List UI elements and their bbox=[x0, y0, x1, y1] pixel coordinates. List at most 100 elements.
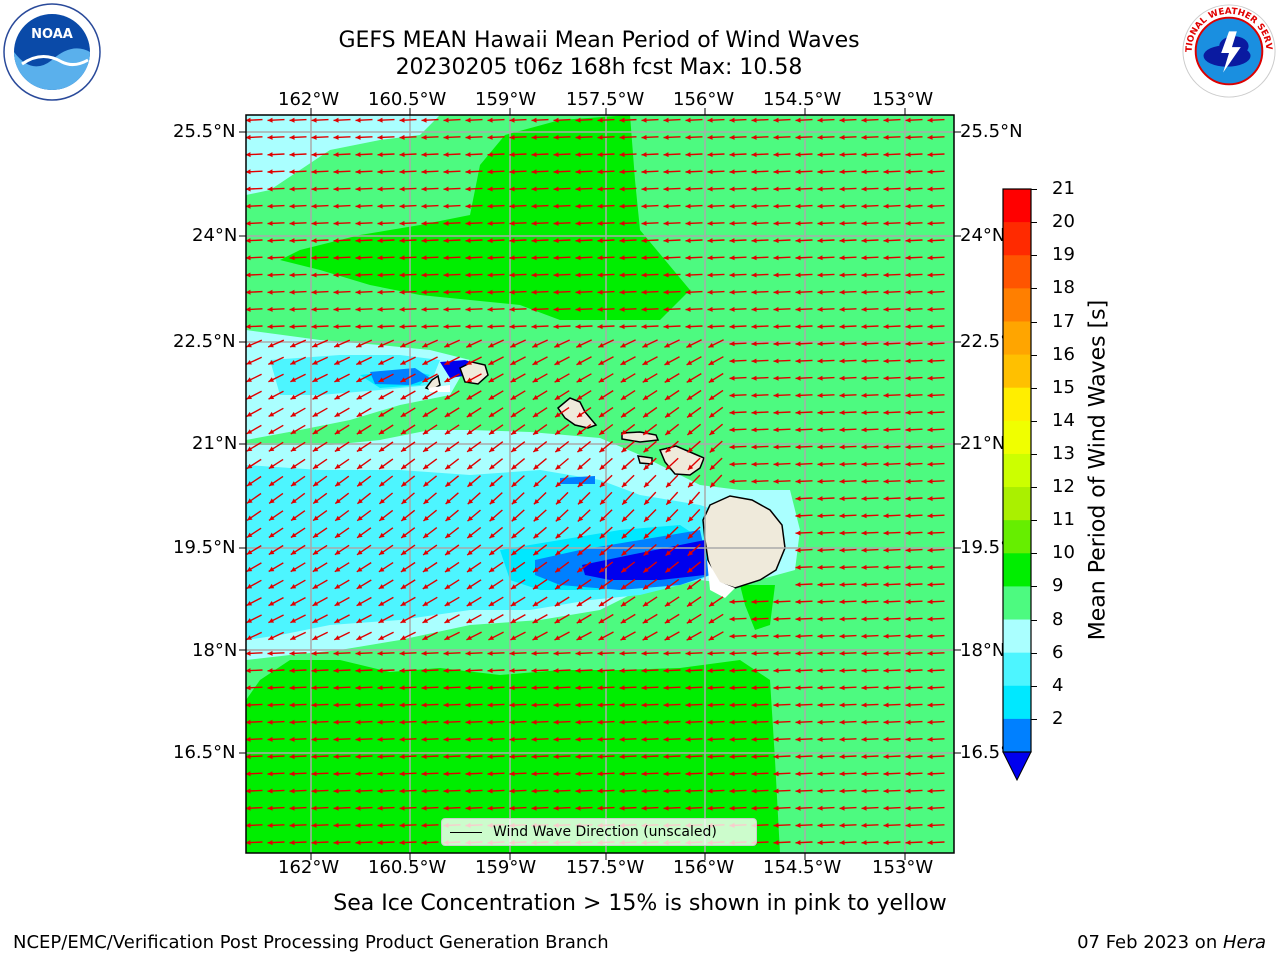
wind-arrow-head bbox=[666, 482, 672, 488]
wind-arrow-head bbox=[289, 702, 295, 708]
wind-arrow-head bbox=[619, 805, 625, 811]
wind-arrow-head bbox=[663, 685, 669, 691]
wind-arrow-head bbox=[817, 324, 823, 330]
wind-arrow-head bbox=[488, 377, 495, 383]
wind-arrow-head bbox=[289, 220, 295, 226]
wind-arrow-head bbox=[268, 429, 275, 434]
wind-arrow-head bbox=[355, 685, 361, 691]
wind-arrow-head bbox=[817, 392, 823, 398]
wind-arrow-head bbox=[905, 427, 911, 433]
wind-arrow-head bbox=[289, 203, 295, 209]
wind-arrow-head bbox=[686, 618, 693, 624]
wind-arrow-head bbox=[377, 152, 383, 158]
wind-arrow-head bbox=[839, 650, 845, 656]
wind-arrow-head bbox=[861, 564, 867, 570]
wind-arrow-head bbox=[817, 272, 823, 278]
wind-arrow-head bbox=[289, 805, 295, 811]
wind-arrow-head bbox=[421, 702, 427, 708]
wind-arrow-head bbox=[509, 169, 515, 175]
colorbar-tick bbox=[1031, 453, 1037, 455]
wind-arrow-head bbox=[444, 342, 450, 348]
wind-arrow-head bbox=[401, 550, 407, 555]
wind-arrow-head bbox=[773, 306, 779, 312]
wind-arrow-head bbox=[620, 618, 627, 624]
wind-arrow-head bbox=[399, 238, 405, 244]
wind-arrow-head bbox=[839, 306, 845, 312]
wind-arrow-head bbox=[927, 444, 933, 450]
wind-arrow-head bbox=[621, 447, 627, 453]
wind-arrow-head bbox=[773, 461, 779, 467]
wind-arrow-head bbox=[905, 324, 911, 330]
wind-arrow-head bbox=[620, 342, 626, 348]
wind-arrow-head bbox=[289, 272, 295, 278]
wind-arrow-head bbox=[555, 481, 562, 487]
wind-arrow-head bbox=[267, 117, 273, 123]
wind-arrow-head bbox=[729, 289, 735, 295]
wind-arrow-head bbox=[267, 255, 273, 261]
wind-arrow-head bbox=[400, 567, 407, 572]
colorbar-tick bbox=[1031, 487, 1037, 489]
wind-arrow-head bbox=[400, 635, 406, 640]
wind-arrow-head bbox=[927, 754, 933, 760]
wind-arrow-head bbox=[576, 377, 583, 383]
wind-arrow-head bbox=[289, 289, 295, 295]
wind-arrow-head bbox=[423, 515, 429, 521]
wind-arrow-head bbox=[597, 668, 603, 674]
wind-arrow-head bbox=[465, 117, 471, 123]
wind-arrow-head bbox=[641, 220, 647, 226]
wind-arrow-head bbox=[311, 702, 317, 708]
wind-arrow-head bbox=[575, 668, 581, 674]
wind-arrow-head bbox=[422, 584, 429, 589]
wind-arrow-head bbox=[619, 754, 625, 760]
wind-arrow-head bbox=[509, 771, 515, 777]
wind-arrow-head bbox=[817, 633, 823, 639]
wind-arrow-head bbox=[663, 289, 669, 295]
wind-arrow-head bbox=[355, 134, 361, 140]
wind-arrow-head bbox=[466, 342, 472, 348]
wind-arrow-head bbox=[883, 375, 889, 381]
wind-arrow-head bbox=[465, 650, 471, 656]
wind-arrow-head bbox=[883, 203, 889, 209]
wind-arrow-head bbox=[355, 306, 361, 312]
wind-arrow-head bbox=[443, 702, 449, 708]
wind-arrow-head bbox=[422, 601, 429, 606]
wind-arrow-head bbox=[751, 668, 757, 674]
wind-arrow-head bbox=[334, 412, 341, 417]
wind-arrow-head bbox=[533, 567, 539, 573]
wind-arrow-head bbox=[246, 840, 251, 846]
wind-arrow-head bbox=[665, 567, 671, 573]
wind-arrow-head bbox=[399, 186, 405, 192]
wind-arrow-head bbox=[927, 599, 933, 605]
wind-arrow-head bbox=[311, 771, 317, 777]
wind-arrow-head bbox=[795, 754, 801, 760]
wind-arrow-head bbox=[267, 238, 273, 244]
wind-arrow-head bbox=[422, 429, 429, 435]
wind-arrow-head bbox=[861, 719, 867, 725]
wind-arrow-head bbox=[927, 788, 933, 794]
wind-arrow-head bbox=[531, 152, 537, 158]
wind-arrow-head bbox=[621, 584, 627, 590]
wind-arrow-head bbox=[795, 134, 801, 140]
wind-arrow-head bbox=[905, 444, 911, 450]
wind-arrow-head bbox=[773, 616, 779, 622]
wind-arrow-head bbox=[333, 788, 339, 794]
wind-arrow-head bbox=[773, 822, 779, 828]
wind-arrow-head bbox=[509, 306, 515, 312]
wind-arrow-head bbox=[577, 550, 583, 556]
wind-arrow-head bbox=[751, 117, 757, 123]
wind-arrow-head bbox=[289, 255, 295, 261]
wind-arrow-head bbox=[861, 375, 867, 381]
wind-arrow-head bbox=[599, 464, 605, 470]
wind-arrow-head bbox=[710, 482, 716, 488]
wind-arrow-head bbox=[883, 822, 889, 828]
wind-arrow-head bbox=[817, 255, 823, 261]
wind-arrow-head bbox=[685, 169, 691, 175]
wind-arrow-head bbox=[246, 805, 251, 811]
wind-arrow-head bbox=[509, 186, 515, 192]
wind-arrow-head bbox=[795, 152, 801, 158]
wind-arrow-head bbox=[334, 601, 341, 606]
lat-label-left: 25.5°N bbox=[173, 121, 236, 142]
wind-arrow-head bbox=[905, 255, 911, 261]
wind-arrow-head bbox=[839, 530, 845, 536]
